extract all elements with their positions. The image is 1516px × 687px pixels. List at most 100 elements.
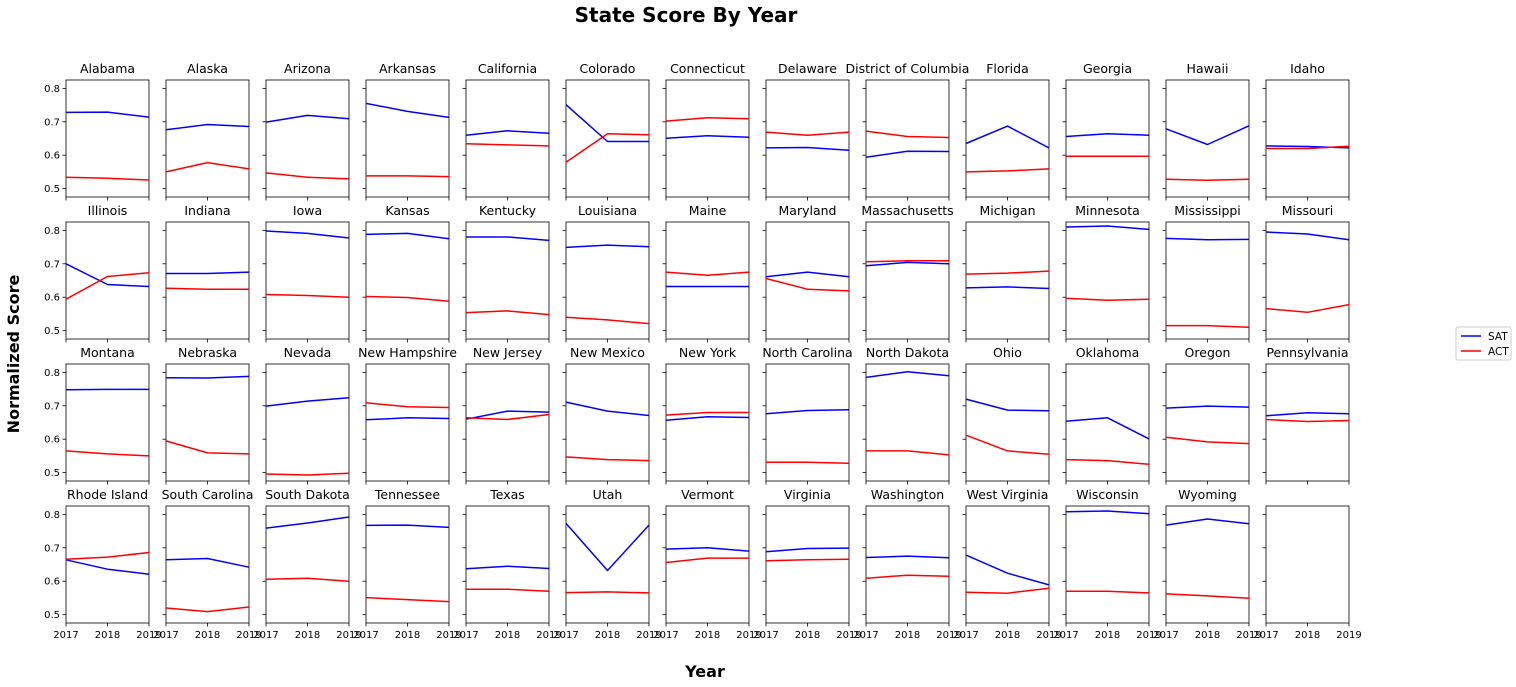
- y-tick-label: 0.6: [44, 435, 60, 446]
- series-sat-line: [1165, 237, 1250, 241]
- series-sat-line: [1265, 231, 1350, 241]
- series-sat-line: [765, 271, 850, 278]
- panel-frame: [65, 505, 150, 624]
- panel-title: Utah: [593, 487, 623, 502]
- panel-title: North Dakota: [866, 345, 949, 360]
- panel-title: Massachusetts: [861, 203, 953, 218]
- panel-title: Michigan: [979, 203, 1035, 218]
- panel-title: Idaho: [1290, 61, 1325, 76]
- series-sat-line: [865, 370, 950, 379]
- series-sat-line: [665, 416, 750, 421]
- panel-colorado: Colorado: [562, 61, 650, 201]
- panel-title: Montana: [80, 345, 135, 360]
- series-act-line: [965, 270, 1050, 275]
- panel-frame: [365, 505, 450, 624]
- panel-frame: [365, 221, 450, 340]
- series-act-line: [1165, 178, 1250, 182]
- series-sat-line: [265, 114, 350, 123]
- series-act-line: [766, 461, 850, 465]
- panel-frame: [65, 363, 150, 482]
- panel-title: Iowa: [293, 203, 322, 218]
- series-sat-line: [1065, 225, 1150, 231]
- x-tick-label: 2017: [1253, 630, 1278, 641]
- x-tick-label: 2017: [53, 630, 78, 641]
- x-tick-label: 2017: [453, 630, 478, 641]
- panel-frame: [565, 79, 650, 198]
- series-act-line: [866, 450, 950, 456]
- series-act-line: [365, 596, 450, 603]
- panel-title: Virginia: [784, 487, 831, 502]
- x-tick-label: 2018: [395, 630, 420, 641]
- series-act-line: [466, 588, 550, 592]
- panel-maine: Maine: [662, 203, 750, 343]
- panel-frame: [765, 221, 850, 340]
- x-tick-label: 2017: [1053, 630, 1078, 641]
- series-act-line: [265, 293, 350, 298]
- series-sat-line: [965, 125, 1050, 149]
- panel-title: California: [478, 61, 537, 76]
- y-tick-label: 0.5: [44, 326, 60, 337]
- y-tick-label: 0.7: [44, 543, 60, 554]
- panel-title: Alaska: [187, 61, 228, 76]
- panel-title: Wisconsin: [1076, 487, 1138, 502]
- x-tick-label: 2017: [1153, 630, 1178, 641]
- panel-frame: [665, 79, 750, 198]
- series-sat-line: [565, 104, 649, 143]
- series-act-line: [366, 175, 450, 178]
- panel-frame: [1165, 221, 1250, 340]
- x-tick-label: 2019: [1336, 630, 1361, 641]
- series-act-line: [665, 411, 749, 416]
- panel-title: Arizona: [284, 61, 331, 76]
- series-sat-line: [565, 401, 650, 417]
- panel-nebraska: Nebraska: [162, 345, 250, 485]
- panel-grid: Alabama 0.5 0.6 0.7 0.8 Alaska Arizona Arkansas…: [44, 61, 1362, 641]
- panel-title: Ohio: [993, 345, 1022, 360]
- panel-title: Kentucky: [479, 203, 537, 218]
- panel-alabama: Alabama 0.5 0.6 0.7 0.8: [44, 61, 150, 201]
- panel-title: New Jersey: [473, 345, 543, 360]
- y-tick-label: 0.8: [44, 84, 60, 95]
- panel-title: North Carolina: [762, 345, 852, 360]
- panel-frame: [265, 505, 350, 624]
- panel-frame: [465, 505, 550, 624]
- panel-frame: [765, 363, 850, 482]
- x-tick-label: 2018: [195, 630, 220, 641]
- panel-frame: [665, 221, 750, 340]
- panel-title: Missouri: [1282, 203, 1333, 218]
- panel-virginia: Virginia 2017 2018 2019: [753, 487, 861, 641]
- panel-frame: [265, 363, 350, 482]
- panel-south-carolina: South Carolina 2017 2018 2019: [153, 487, 261, 641]
- x-axis-label: Year: [684, 662, 725, 681]
- x-tick-label: 2018: [1295, 630, 1320, 641]
- x-tick-label: 2018: [995, 630, 1020, 641]
- panel-title: Florida: [986, 61, 1029, 76]
- y-tick-label: 0.6: [44, 577, 60, 588]
- series-sat-line: [465, 130, 550, 136]
- panel-minnesota: Minnesota: [1062, 203, 1150, 343]
- panel-new-hampshire: New Hampshire: [358, 345, 457, 485]
- series-sat-line: [965, 398, 1050, 412]
- panel-arkansas: Arkansas: [362, 61, 450, 201]
- panel-frame: [265, 221, 350, 340]
- panel-frame: [165, 221, 250, 340]
- series-act-line: [1066, 590, 1150, 594]
- y-tick-label: 0.8: [44, 510, 60, 521]
- panel-title: Maryland: [779, 203, 837, 218]
- series-act-line: [665, 271, 750, 276]
- panel-iowa: Iowa: [262, 203, 350, 343]
- x-tick-label: 2018: [495, 630, 520, 641]
- series-act-line: [365, 402, 450, 409]
- series-act-line: [865, 130, 950, 139]
- series-act-line: [1065, 458, 1150, 466]
- series-sat-line: [165, 123, 250, 131]
- series-sat-line: [765, 547, 850, 553]
- y-axis-label: Normalized Score: [4, 275, 23, 434]
- panel-title: District of Columbia: [846, 61, 970, 76]
- panel-missouri: Missouri: [1262, 203, 1350, 343]
- panel-title: West Virginia: [967, 487, 1049, 502]
- panel-maryland: Maryland: [762, 203, 850, 343]
- series-sat-line: [465, 410, 550, 420]
- panel-title: Kansas: [385, 203, 429, 218]
- series-act-line: [65, 176, 150, 181]
- x-tick-label: 2019: [1036, 630, 1061, 641]
